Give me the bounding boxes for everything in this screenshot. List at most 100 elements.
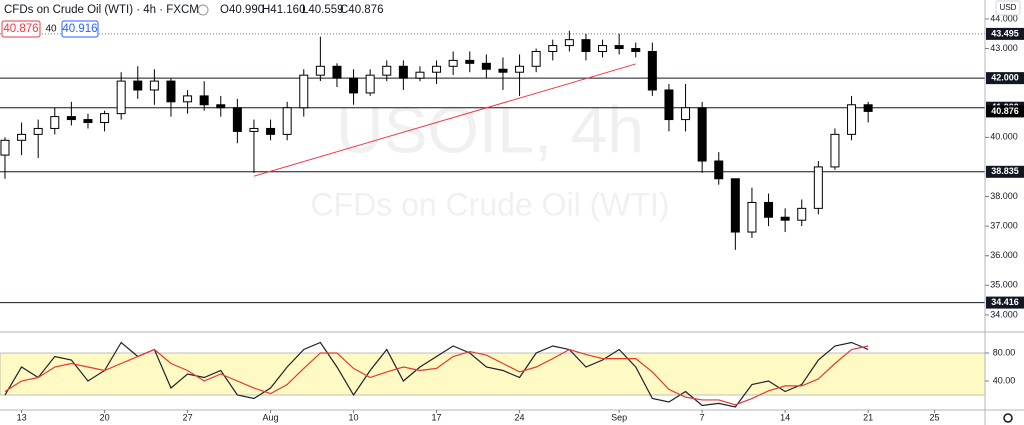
candle-body [780, 216, 790, 221]
watermark-symbol: USOIL, 4h [336, 92, 644, 166]
y-tick-label: 40.000 [990, 132, 1018, 142]
last-price-box [986, 105, 1024, 118]
settings-icon[interactable] [1003, 413, 1013, 423]
candle-body [813, 166, 823, 209]
symbol-title[interactable]: CFDs on Crude Oil (WTI) · 4h · FXCM [4, 4, 199, 16]
sell-price: 40.876 [3, 23, 38, 35]
candle-body [0, 139, 10, 156]
candle-body [797, 207, 807, 221]
candle-body [747, 201, 757, 233]
level-label: 38.835 [991, 166, 1019, 176]
x-tick-label: 13 [17, 412, 27, 422]
candle-body [50, 116, 60, 129]
x-tick-label: 21 [863, 412, 873, 422]
candle-body [681, 107, 691, 121]
currency-button[interactable] [995, 0, 1021, 16]
candle-body [764, 201, 774, 218]
candle-body [199, 95, 209, 106]
candle-body [349, 77, 359, 94]
candle-body [432, 65, 442, 73]
x-tick-label: 14 [780, 412, 790, 422]
candle-body [581, 39, 591, 52]
last-price-label: 40.876 [991, 106, 1019, 116]
candle-body [598, 45, 608, 52]
candle-body [697, 107, 707, 162]
candle-body [564, 39, 574, 47]
buy-button[interactable] [61, 20, 99, 38]
x-tick-label: 27 [183, 412, 193, 422]
candle-body [166, 80, 176, 103]
ohlc-open: O40.990 [220, 4, 264, 16]
candle-body [216, 104, 226, 109]
y-tick-label: 36.000 [990, 250, 1018, 260]
candle-body [365, 74, 375, 94]
candle-body [498, 68, 508, 73]
y-tick-label: 40.00 [993, 375, 1016, 385]
level-label-box [986, 296, 1024, 309]
candle-body [614, 45, 624, 50]
candle-body [382, 65, 392, 76]
ohlc-high: H41.160 [262, 4, 305, 16]
candle-body [299, 74, 309, 109]
settings-gear[interactable] [1003, 413, 1013, 423]
x-tick-label: 24 [515, 412, 525, 422]
x-tick-label: 20 [100, 412, 110, 422]
candle-body [133, 80, 143, 91]
watermark: USOIL, 4h CFDs on Crude Oil (WTI) [310, 92, 669, 222]
candle-body [33, 127, 43, 135]
sell-button[interactable] [1, 20, 41, 38]
level-label-box [986, 27, 1024, 40]
status-icon[interactable] [197, 4, 209, 16]
candle-body [116, 80, 126, 115]
y-tick-label: 35.000 [990, 280, 1018, 290]
candle-body [266, 127, 276, 135]
candle-body [830, 133, 840, 168]
candle-body [398, 65, 408, 79]
y-tick-label: 44.000 [990, 13, 1018, 23]
candle-body [515, 65, 525, 73]
candle-body [481, 62, 491, 70]
candle-body [664, 89, 674, 121]
level-label-box [986, 72, 1024, 85]
candle-body [631, 48, 641, 52]
level-label: 34.416 [991, 297, 1019, 307]
y-tick-label: 80.00 [993, 347, 1016, 357]
header: CFDs on Crude Oil (WTI) · 4h · FXCM O40.… [1, 0, 1021, 38]
ohlc-close: C40.876 [340, 4, 383, 16]
candle-body [714, 160, 724, 180]
candle-body [863, 104, 873, 112]
trendline [253, 63, 636, 177]
x-tick-label: 7 [700, 412, 705, 422]
x-tick-label: 25 [930, 412, 940, 422]
candle-body [315, 65, 325, 76]
candle-body [647, 50, 657, 91]
oscillator-line [4, 345, 869, 406]
ohlc-low: L40.559 [302, 4, 344, 16]
candle-body [730, 178, 740, 233]
level-label: 42.000 [991, 73, 1019, 83]
candle-body [17, 133, 27, 141]
spread: 40 [45, 24, 57, 35]
candle-body [100, 113, 110, 124]
candle-body [232, 107, 242, 132]
candle-body [847, 104, 857, 135]
candle-body [149, 80, 159, 91]
level-label-box [986, 165, 1024, 178]
candle-body [83, 119, 93, 124]
x-tick-label: Sep [611, 412, 627, 422]
y-tick-label: 38.000 [990, 191, 1018, 201]
candle-body [465, 59, 475, 64]
watermark-description: CFDs on Crude Oil (WTI) [310, 186, 669, 222]
currency: USD [1000, 3, 1017, 12]
candle-body [332, 65, 342, 79]
candle-body [66, 116, 76, 121]
x-tick-label: 10 [349, 412, 359, 422]
candle-body [448, 59, 458, 67]
candle-body [531, 50, 541, 67]
candle-body [183, 95, 193, 103]
candle-body [415, 71, 425, 79]
buy-price: 40.916 [62, 23, 97, 35]
y-tick-label: 34.000 [990, 309, 1018, 319]
y-tick-label: 37.000 [990, 220, 1018, 230]
